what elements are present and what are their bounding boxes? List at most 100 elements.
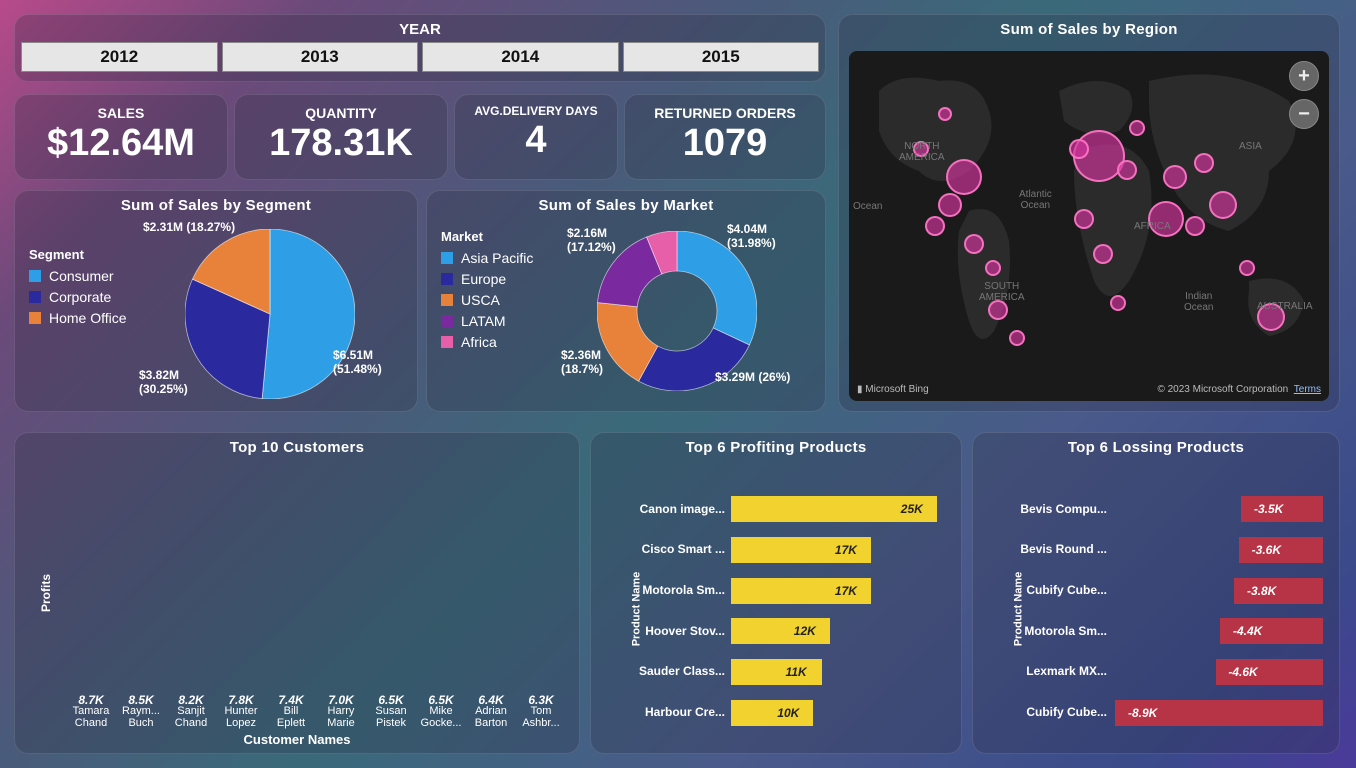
profit-category: Sauder Class... — [625, 665, 725, 678]
legend-item[interactable]: Corporate — [29, 289, 127, 305]
map-bubble[interactable] — [1069, 139, 1089, 159]
map-terms-link[interactable]: Terms — [1294, 384, 1321, 395]
map-bubble[interactable] — [1185, 216, 1205, 236]
map-bubble[interactable] — [1163, 165, 1187, 189]
profit-bar[interactable]: 10K — [731, 700, 945, 726]
map-bubble[interactable] — [1129, 120, 1145, 136]
year-button-2014[interactable]: 2014 — [422, 42, 619, 72]
map-body[interactable]: NORTHAMERICA AtlanticOcean SOUTHAMERICA … — [849, 51, 1329, 401]
profit-category: Canon image... — [625, 503, 725, 516]
legend-item[interactable]: Home Office — [29, 310, 127, 326]
segment-legend: Segment ConsumerCorporateHome Office — [29, 247, 127, 331]
profit-category: Motorola Sm... — [625, 584, 725, 597]
market-dl-ap: $4.04M(31.98%) — [727, 223, 776, 251]
year-button-2015[interactable]: 2015 — [623, 42, 820, 72]
loss-bar[interactable]: -4.4K — [1113, 618, 1323, 644]
customers-ylabel: Profits — [39, 574, 53, 612]
map-bubble[interactable] — [946, 159, 982, 195]
map-bubble[interactable] — [1110, 295, 1126, 311]
map-terms: © 2023 Microsoft Corporation Terms — [1157, 384, 1321, 395]
loss-category: Bevis Compu... — [1007, 503, 1107, 516]
customers-chart[interactable]: Top 10 Customers Profits 8.7K TamaraChan… — [14, 432, 580, 754]
customers-xlabel: Customer Names — [15, 732, 579, 747]
profit-bar[interactable]: 11K — [731, 659, 945, 685]
map-bubble[interactable] — [1093, 244, 1113, 264]
map-label-na: NORTHAMERICA — [899, 141, 945, 163]
year-button-2013[interactable]: 2013 — [222, 42, 419, 72]
segment-dl-cons: $6.51M(51.48%) — [333, 349, 382, 377]
loss-category: Bevis Round ... — [1007, 543, 1107, 556]
map-bubble[interactable] — [964, 234, 984, 254]
kpi-quantity: QUANTITY 178.31K — [234, 94, 448, 180]
kpi-avg-label: AVG.DELIVERY DAYS — [455, 95, 617, 118]
map-title: Sum of Sales by Region — [839, 15, 1339, 38]
market-chart[interactable]: Sum of Sales by Market Market Asia Pacif… — [426, 190, 826, 412]
market-dl-lat: $2.16M(17.12%) — [567, 227, 616, 255]
map-credit: ▮ Microsoft Bing — [857, 384, 929, 395]
market-legend: Market Asia PacificEuropeUSCALATAMAfrica — [441, 229, 533, 355]
map-bubble[interactable] — [1209, 191, 1237, 219]
customers-bars: 8.7K TamaraChand 8.5K Raym...Buch 8.2K S… — [69, 495, 563, 689]
market-dl-usca: $2.36M(18.7%) — [561, 349, 603, 377]
market-title: Sum of Sales by Market — [427, 191, 825, 214]
map-bubble[interactable] — [938, 193, 962, 217]
loss-bar[interactable]: -8.9K — [1113, 700, 1323, 726]
legend-item[interactable]: Consumer — [29, 268, 127, 284]
loss-bar[interactable]: -3.5K — [1113, 496, 1323, 522]
profit-bar[interactable]: 25K — [731, 496, 945, 522]
map-label-af: AFRICA — [1134, 221, 1171, 232]
loss-bar[interactable]: -3.6K — [1113, 537, 1323, 563]
map-bubble[interactable] — [938, 107, 952, 121]
map-chart[interactable]: Sum of Sales by Region NORTHAMERICA Atla… — [838, 14, 1340, 412]
dashboard: YEAR 2012201320142015 SALES $12.64M QUAN… — [0, 0, 1356, 768]
map-label-oc: Ocean — [853, 201, 882, 212]
map-zoom-out-button[interactable]: − — [1289, 99, 1319, 129]
legend-item[interactable]: Asia Pacific — [441, 250, 533, 266]
map-bubble[interactable] — [1194, 153, 1214, 173]
legend-item[interactable]: Europe — [441, 271, 533, 287]
profit-categories: Canon image... Cisco Smart ... Motorola Sm… — [625, 489, 725, 733]
map-zoom-in-button[interactable]: + — [1289, 61, 1319, 91]
market-donut[interactable] — [597, 231, 757, 391]
map-bubble[interactable] — [1239, 260, 1255, 276]
kpi-returned: RETURNED ORDERS 1079 — [624, 94, 826, 180]
map-bubble[interactable] — [1074, 209, 1094, 229]
profit-category: Harbour Cre... — [625, 706, 725, 719]
kpi-quantity-label: QUANTITY — [235, 95, 447, 121]
segment-chart[interactable]: Sum of Sales by Segment Segment Consumer… — [14, 190, 418, 412]
market-dl-eu: $3.29M (26%) — [715, 371, 790, 385]
profit-bar[interactable]: 12K — [731, 618, 945, 644]
loss-categories: Bevis Compu... Bevis Round ... Cubify Cube… — [1007, 489, 1107, 733]
legend-item[interactable]: LATAM — [441, 313, 533, 329]
map-label-sa: SOUTHAMERICA — [979, 281, 1025, 303]
map-bubble[interactable] — [1009, 330, 1025, 346]
loss-bars: -3.5K -3.6K -3.8K -4.4K -4.6K -8.9K — [1113, 489, 1323, 733]
map-label-io: IndianOcean — [1184, 291, 1213, 313]
map-bubble[interactable] — [925, 216, 945, 236]
kpi-avg-value: 4 — [455, 118, 617, 162]
profit-bars: 25K 17K 17K 12K 11K 10K — [731, 489, 945, 733]
year-slicer: YEAR 2012201320142015 — [14, 14, 826, 82]
year-button-2012[interactable]: 2012 — [21, 42, 218, 72]
profit-title: Top 6 Profiting Products — [591, 433, 961, 456]
profit-chart[interactable]: Top 6 Profiting Products Product Name Ca… — [590, 432, 962, 754]
profit-category: Cisco Smart ... — [625, 543, 725, 556]
kpi-returned-label: RETURNED ORDERS — [625, 95, 825, 121]
loss-bar[interactable]: -3.8K — [1113, 578, 1323, 604]
profit-category: Hoover Stov... — [625, 625, 725, 638]
loss-bar[interactable]: -4.6K — [1113, 659, 1323, 685]
segment-pie[interactable] — [185, 229, 355, 399]
kpi-sales-value: $12.64M — [15, 121, 227, 165]
kpi-sales-label: SALES — [15, 95, 227, 121]
loss-category: Cubify Cube... — [1007, 706, 1107, 719]
profit-bar[interactable]: 17K — [731, 537, 945, 563]
map-bubble[interactable] — [988, 300, 1008, 320]
loss-chart[interactable]: Top 6 Lossing Products Product Name Bevi… — [972, 432, 1340, 754]
map-bubble[interactable] — [1117, 160, 1137, 180]
legend-item[interactable]: Africa — [441, 334, 533, 350]
profit-bar[interactable]: 17K — [731, 578, 945, 604]
map-bubble[interactable] — [985, 260, 1001, 276]
customers-title: Top 10 Customers — [15, 433, 579, 456]
legend-item[interactable]: USCA — [441, 292, 533, 308]
kpi-avg-delivery: AVG.DELIVERY DAYS 4 — [454, 94, 618, 180]
